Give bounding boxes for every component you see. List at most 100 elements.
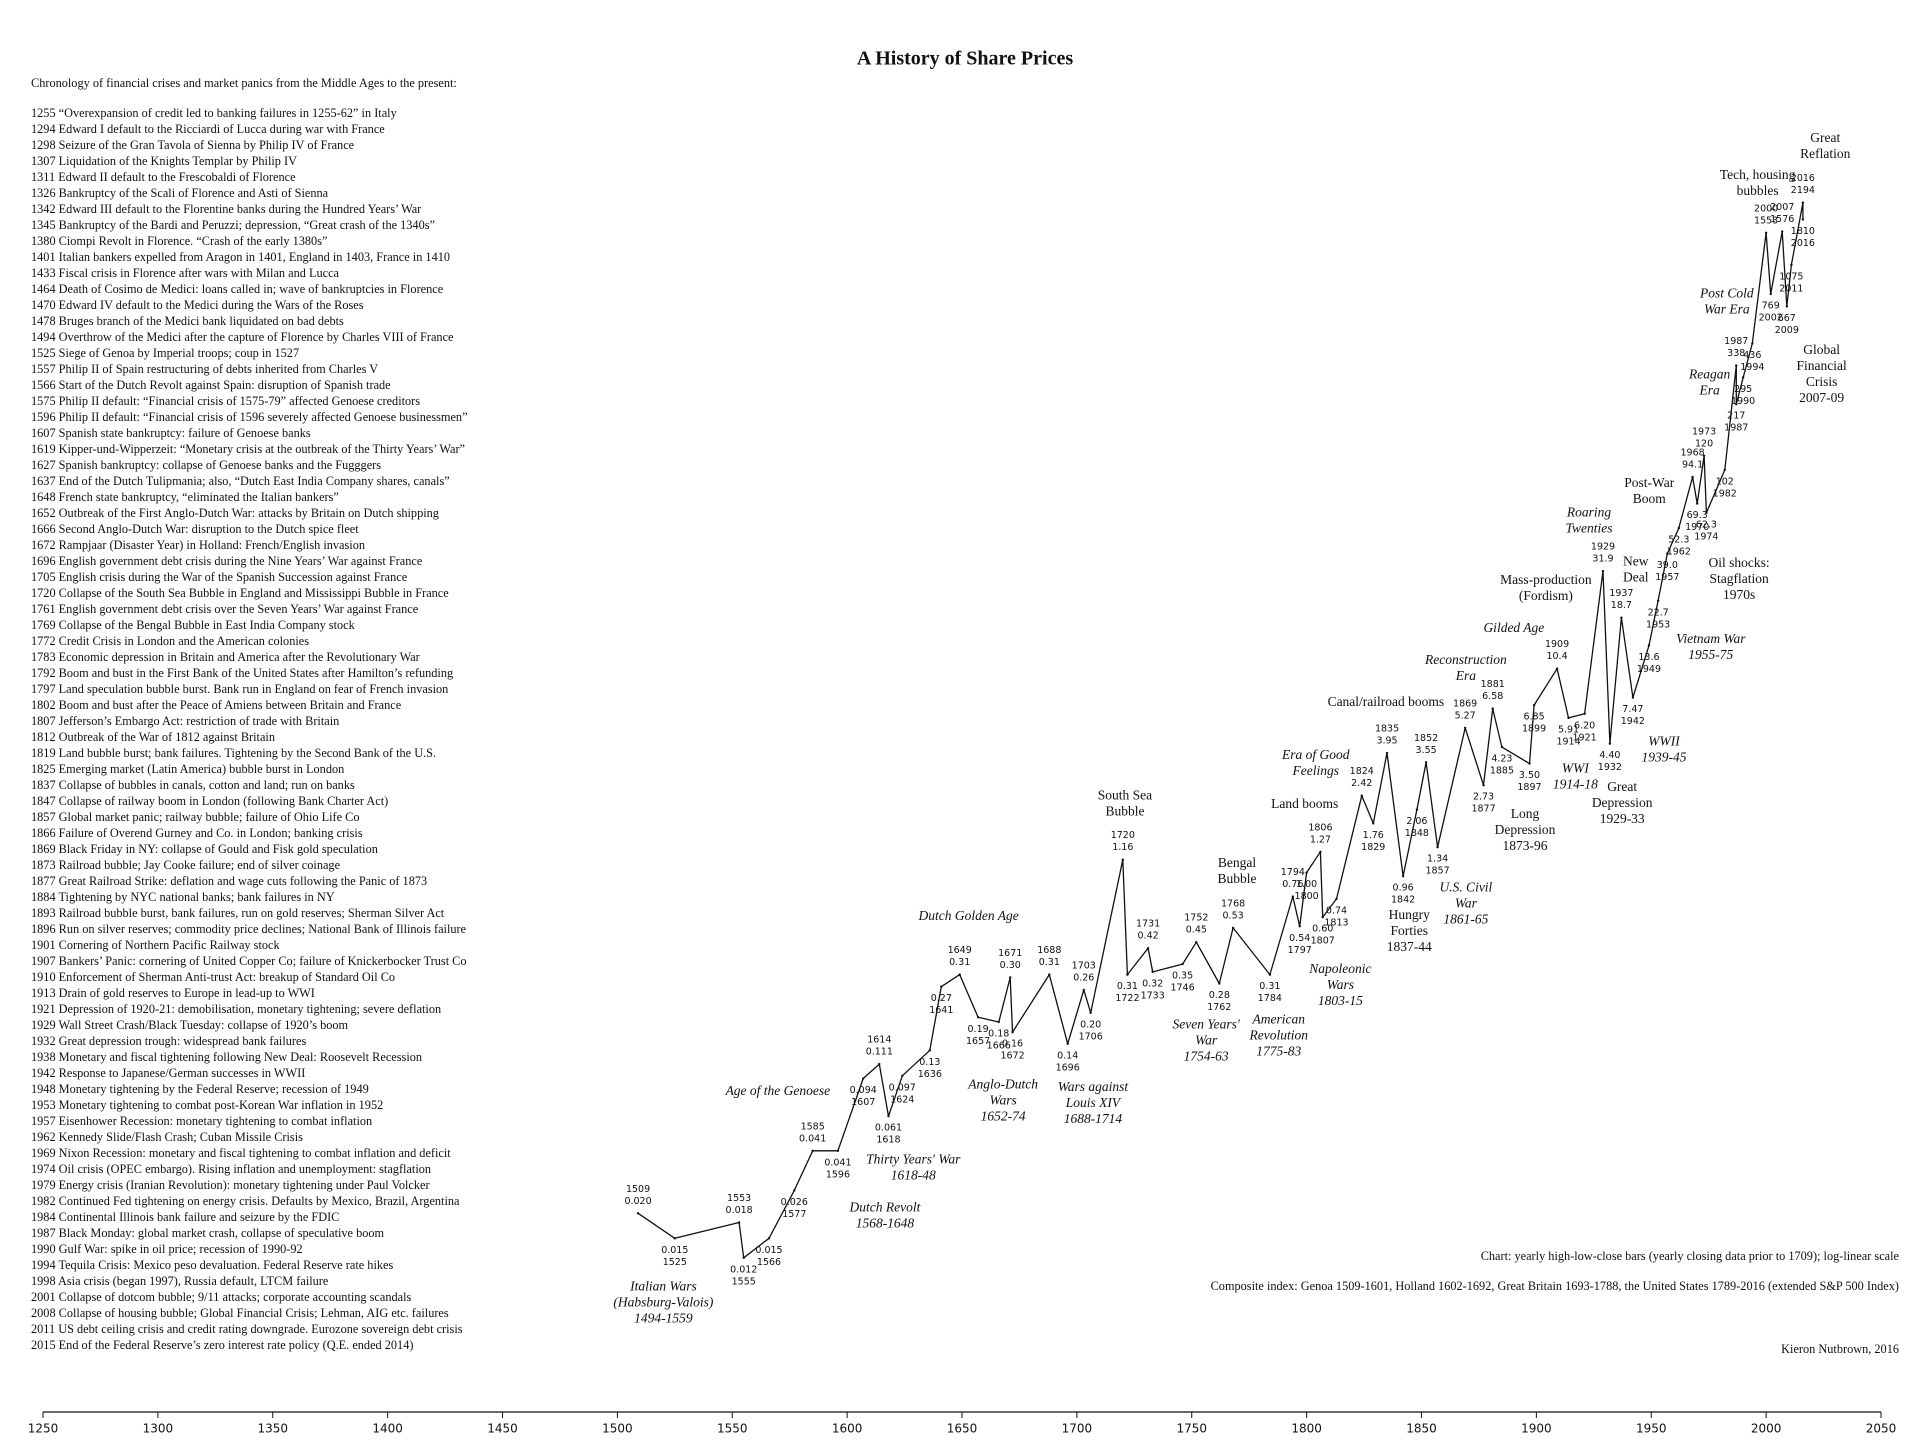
annotation: Feelings bbox=[1291, 763, 1339, 778]
annotation: Revolution bbox=[1249, 1027, 1309, 1042]
chronology-item: 2001 Collapse of dotcom bubble; 9/11 att… bbox=[31, 1290, 412, 1304]
point-value: 5.91 bbox=[1558, 724, 1579, 735]
point bbox=[1751, 342, 1754, 345]
chronology-item: 1812 Outbreak of the War of 1812 against… bbox=[31, 730, 275, 744]
point bbox=[1231, 926, 1235, 930]
point-value: 1075 bbox=[1779, 271, 1803, 282]
note: Composite index: Genoa 1509-1601, Hollan… bbox=[1211, 1279, 1899, 1293]
annotation: 1618-48 bbox=[891, 1168, 936, 1183]
point-year: 1746 bbox=[1170, 983, 1194, 994]
chronology-item: 1982 Continued Fed tightening on energy … bbox=[31, 1194, 460, 1208]
point bbox=[1567, 716, 1570, 720]
point-year: 1829 bbox=[1361, 842, 1385, 853]
point-value: 6.20 bbox=[1574, 720, 1595, 731]
annotation: Era of Good bbox=[1281, 747, 1350, 762]
chronology-item: 1802 Boom and bust after the Peace of Am… bbox=[31, 698, 402, 712]
point-value: 0.53 bbox=[1223, 910, 1244, 921]
annotation: Post-War bbox=[1624, 475, 1674, 490]
point-value: 0.13 bbox=[919, 1057, 940, 1068]
point-year: 1842 bbox=[1391, 895, 1415, 906]
chronology-item: 1869 Black Friday in NY: collapse of Gou… bbox=[31, 842, 378, 856]
chronology-item: 1877 Great Railroad Strike: deflation an… bbox=[31, 874, 427, 888]
annotation: Deal bbox=[1623, 570, 1649, 585]
annotation: 1837-44 bbox=[1387, 939, 1432, 954]
chronology-item: 1984 Continental Illinois bank failure a… bbox=[31, 1210, 339, 1224]
point-year: 1784 bbox=[1258, 993, 1282, 1004]
point-year: 1899 bbox=[1522, 724, 1546, 735]
chronology-item: 1957 Eisenhower Recession: monetary tigh… bbox=[31, 1114, 372, 1128]
point-value: 6.85 bbox=[1523, 712, 1544, 723]
point-year: 1585 bbox=[801, 1121, 825, 1132]
point-year: 1852 bbox=[1414, 733, 1438, 744]
point-value: 0.18 bbox=[988, 1028, 1009, 1039]
point bbox=[1482, 783, 1485, 787]
point bbox=[1631, 696, 1635, 699]
chronology-item: 1866 Failure of Overend Gurney and Co. i… bbox=[31, 826, 363, 840]
chronology-item: 1929 Wall Street Crash/Black Tuesday: co… bbox=[31, 1018, 349, 1032]
annotation: Thirty Years' War bbox=[866, 1152, 961, 1167]
point-year: 1881 bbox=[1481, 679, 1505, 690]
annotation: Louis XIV bbox=[1065, 1095, 1122, 1110]
point-year: 1942 bbox=[1621, 716, 1645, 727]
annotation: Land booms bbox=[1271, 796, 1338, 811]
chronology-item: 1942 Response to Japanese/German success… bbox=[31, 1066, 305, 1080]
chronology-item: 1607 Spanish state bankruptcy: failure o… bbox=[31, 426, 311, 440]
point bbox=[1360, 794, 1363, 797]
chronology-item: 1705 English crisis during the War of th… bbox=[31, 570, 408, 584]
point-value: 5.27 bbox=[1455, 710, 1476, 721]
point-value: 0.16 bbox=[1002, 1039, 1023, 1050]
point-year: 1824 bbox=[1350, 766, 1374, 777]
point bbox=[1769, 292, 1772, 296]
point bbox=[1385, 751, 1389, 755]
point-value: 6.58 bbox=[1482, 691, 1503, 702]
point bbox=[1801, 218, 1805, 221]
annotation: 1861-65 bbox=[1443, 912, 1488, 927]
chronology-item: 1769 Collapse of the Bengal Bubble in Ea… bbox=[31, 618, 356, 632]
x-tick-label: 1450 bbox=[487, 1422, 518, 1436]
point bbox=[1305, 871, 1308, 874]
point bbox=[767, 1237, 771, 1240]
annotation: Wars bbox=[1327, 977, 1354, 992]
chronology-item: 1884 Tightening by NYC national banks; b… bbox=[31, 890, 335, 904]
point-value: 120 bbox=[1695, 438, 1713, 449]
point-year: 1968 bbox=[1681, 447, 1705, 458]
point bbox=[1705, 511, 1708, 515]
point bbox=[1790, 263, 1793, 267]
point-value: 52.3 bbox=[1668, 535, 1689, 546]
chronology-item: 1990 Gulf War: spike in oil price; reces… bbox=[31, 1242, 303, 1256]
chronology-item: 1380 Ciompi Revolt in Florence. “Crash o… bbox=[31, 234, 327, 248]
annotation: 2007-09 bbox=[1799, 390, 1844, 405]
annotation: War bbox=[1195, 1032, 1218, 1047]
point-year: 1762 bbox=[1207, 1002, 1231, 1013]
point-year: 1688 bbox=[1037, 945, 1061, 956]
point-year: 2011 bbox=[1779, 283, 1803, 294]
point-year: 1706 bbox=[1079, 1031, 1103, 1042]
point-value: 0.012 bbox=[730, 1264, 757, 1275]
point bbox=[811, 1149, 814, 1152]
point-year: 1949 bbox=[1637, 664, 1661, 675]
point-value: 0.094 bbox=[850, 1085, 877, 1096]
annotation: Seven Years' bbox=[1173, 1016, 1241, 1031]
annotation: Boom bbox=[1633, 491, 1667, 506]
point-year: 1641 bbox=[929, 1005, 953, 1016]
point bbox=[997, 1020, 1000, 1024]
point-value: 0.32 bbox=[1142, 978, 1163, 989]
point-value: 18.7 bbox=[1611, 600, 1632, 611]
annotation: Roaring bbox=[1566, 504, 1612, 519]
point-year: 1607 bbox=[851, 1097, 875, 1108]
point-year: 2016 bbox=[1791, 173, 1815, 184]
point bbox=[1011, 1031, 1014, 1034]
chronology-item: 1307 Liquidation of the Knights Templar … bbox=[31, 154, 297, 168]
point bbox=[1195, 940, 1198, 944]
chronology-item: 1907 Bankers’ Panic: cornering of United… bbox=[31, 954, 467, 968]
point-year: 1577 bbox=[782, 1209, 806, 1220]
point-value: 3.95 bbox=[1376, 736, 1397, 747]
point-year: 1696 bbox=[1056, 1062, 1080, 1073]
annotation: Tech, housing bbox=[1720, 167, 1796, 182]
point bbox=[1126, 973, 1129, 976]
point-year: 1914 bbox=[1556, 736, 1580, 747]
point bbox=[737, 1221, 741, 1224]
point-value: 4.40 bbox=[1599, 750, 1620, 761]
point bbox=[1268, 973, 1272, 976]
x-tick-label: 1550 bbox=[717, 1422, 748, 1436]
